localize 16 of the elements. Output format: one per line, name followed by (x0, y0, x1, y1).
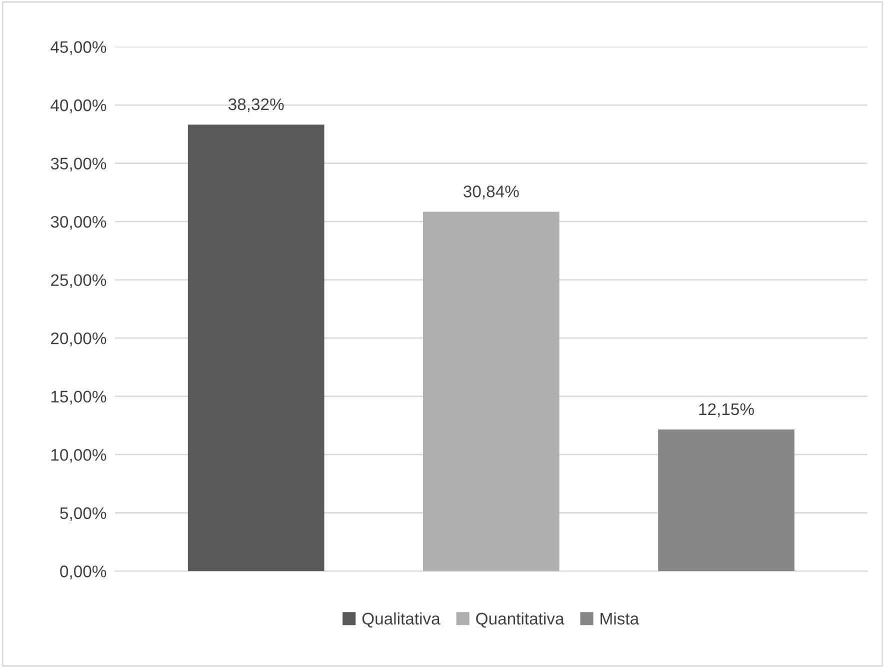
y-tick-label: 45,00% (50, 41, 106, 55)
legend-label: Mista (600, 612, 640, 625)
data-label: 38,32% (228, 98, 284, 112)
y-tick-label: 40,00% (50, 99, 106, 114)
y-tick-label: 0,00% (60, 566, 106, 580)
y-tick-label: 10,00% (51, 449, 106, 463)
legend-label: Quantitativa (476, 612, 564, 628)
y-tick-label: 15,00% (51, 390, 106, 405)
y-tick-label: 25,00% (51, 274, 106, 288)
y-tick-label: 5,00% (60, 507, 106, 522)
data-label: 12,15% (699, 403, 754, 418)
legend-label: Qualitativa (362, 612, 440, 628)
y-tick-label: 35,00% (50, 158, 106, 172)
y-tick-label: 30,00% (50, 216, 106, 230)
data-label: 30,84% (464, 186, 519, 200)
y-tick-label: 20,00% (51, 332, 106, 346)
